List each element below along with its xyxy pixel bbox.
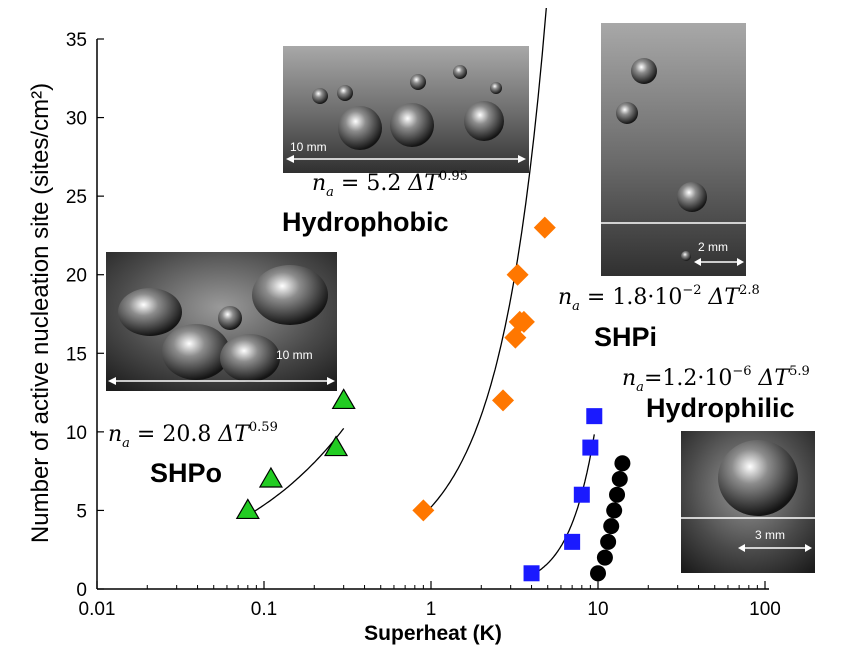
svg-text:na = 1.8·10−2 ΔT2.8: na = 1.8·10−2 ΔT2.8 (558, 283, 760, 314)
eq-shpo-coef: 20.8 (162, 422, 211, 447)
shpo-photo: 10 mm (106, 252, 337, 391)
x-tick-label: 1 (426, 599, 437, 620)
marker-hydrophilic (609, 486, 626, 503)
shpi-photo: 2 mm (601, 23, 746, 276)
fit-curve-shpo (247, 427, 345, 516)
marker-shpi (564, 533, 581, 550)
equation-hydrophobic: na = 5.2 ΔT0.95 (312, 169, 468, 200)
marker-hydrophobic (533, 216, 556, 239)
eq-hydrophilic-coef-exp: −6 (732, 364, 751, 379)
marker-hydrophobic (506, 263, 529, 286)
x-tick-label: 10 (587, 599, 608, 620)
label-shpo: SHPo (150, 458, 222, 488)
y-axis-title: Number of active nucleation site (sites/… (27, 83, 54, 543)
marker-shpi (582, 439, 599, 456)
y-tick-label: 20 (66, 266, 87, 287)
label-shpi: SHPi (594, 322, 657, 352)
marker-hydrophobic (492, 389, 515, 412)
svg-text:na = 20.8 ΔT0.59: na = 20.8 ΔT0.59 (108, 420, 278, 451)
hydrophilic-photo: 3 mm (681, 431, 815, 573)
fit-curves (247, 7, 595, 576)
eq-shpi-delta: ΔT (708, 285, 742, 310)
y-tick-label: 30 (66, 109, 87, 130)
marker-hydrophilic (614, 455, 631, 472)
equation-shpi: na = 1.8·10−2 ΔT2.8 (558, 283, 760, 314)
x-axis-title: Superheat (K) (364, 622, 502, 645)
x-ticks: 0.01 0.1 1 10 100 (79, 581, 781, 620)
eq-hydrophilic-var: n (622, 366, 636, 391)
marker-shpo (258, 466, 283, 488)
eq-shpo-exp: 0.59 (249, 420, 278, 435)
fit-curve-shpi (531, 434, 595, 576)
label-hydrophilic: Hydrophilic (646, 393, 795, 423)
hydrophobic-photo-scale: 10 mm (290, 140, 327, 154)
eq-shpi-coef: 1.8 (612, 285, 647, 310)
label-hydrophobic: Hydrophobic (282, 207, 449, 237)
marker-hydrophobic (504, 326, 527, 349)
svg-text:na = 5.2 ΔT0.95: na = 5.2 ΔT0.95 (312, 169, 468, 200)
eq-hydrophilic-sub: a (636, 380, 644, 395)
marker-shpi (523, 565, 540, 582)
eq-shpo-var: n (108, 422, 122, 447)
equation-hydrophilic: na=1.2·10−6 ΔT5.9 (622, 364, 810, 395)
eq-hydrophilic-delta: ΔT (758, 366, 792, 391)
marker-shpi (586, 408, 603, 425)
eq-shpi-sub: a (572, 299, 580, 314)
y-tick-label: 25 (66, 187, 87, 208)
marker-shpo (323, 435, 349, 457)
marker-shpi (573, 486, 590, 503)
marker-hydrophilic (606, 502, 623, 519)
marker-hydrophobic (512, 310, 535, 333)
eq-hydrophilic-coef: 1.2 (662, 366, 697, 391)
shpo-photo-scale: 10 mm (276, 348, 313, 362)
y-tick-label: 10 (66, 423, 87, 444)
eq-shpi-exp: 2.8 (739, 283, 760, 298)
marker-hydrophobic (412, 499, 435, 522)
x-tick-label: 100 (749, 599, 781, 620)
hydrophobic-photo: 10 mm (283, 46, 529, 173)
eq-shpo-sub: a (122, 436, 130, 451)
shpi-photo-scale: 2 mm (698, 240, 728, 254)
y-tick-label: 15 (66, 344, 87, 365)
marker-hydrophilic (596, 549, 613, 566)
marker-shpo (331, 388, 356, 410)
y-ticks: 0 5 10 15 20 25 30 35 (66, 30, 104, 601)
eq-hydrophobic-coef: 5.2 (366, 171, 401, 196)
eq-hydrophobic-delta: ΔT (407, 171, 441, 196)
x-tick-label: 0.01 (79, 599, 116, 620)
marker-hydrophilic (603, 518, 620, 535)
fit-curve-hydrophobic (422, 7, 547, 516)
eq-shpi-var: n (558, 285, 572, 310)
marker-shpo (235, 498, 260, 520)
marker-hydrophilic (611, 471, 628, 487)
eq-hydrophobic-exp: 0.95 (439, 169, 468, 184)
y-tick-label: 35 (66, 30, 87, 51)
x-tick-label: 0.1 (251, 599, 277, 620)
y-tick-label: 0 (76, 580, 87, 601)
marker-hydrophilic (600, 533, 617, 550)
eq-hydrophobic-var: n (312, 171, 326, 196)
eq-hydrophobic-sub: a (326, 185, 334, 200)
eq-shpo-delta: ΔT (217, 422, 251, 447)
eq-hydrophilic-exp: 5.9 (789, 364, 810, 379)
y-tick-label: 5 (76, 501, 87, 522)
hydrophilic-photo-scale: 3 mm (755, 528, 785, 542)
marker-hydrophilic (590, 565, 606, 582)
svg-text:na=1.2·10−6 ΔT5.9: na=1.2·10−6 ΔT5.9 (622, 364, 810, 395)
equation-shpo: na = 20.8 ΔT0.59 (108, 420, 278, 451)
axes: 0 5 10 15 20 25 30 35 0.01 0.1 1 10 100 (66, 30, 781, 620)
eq-shpi-coef-exp: −2 (682, 283, 701, 298)
data-markers (235, 216, 631, 582)
